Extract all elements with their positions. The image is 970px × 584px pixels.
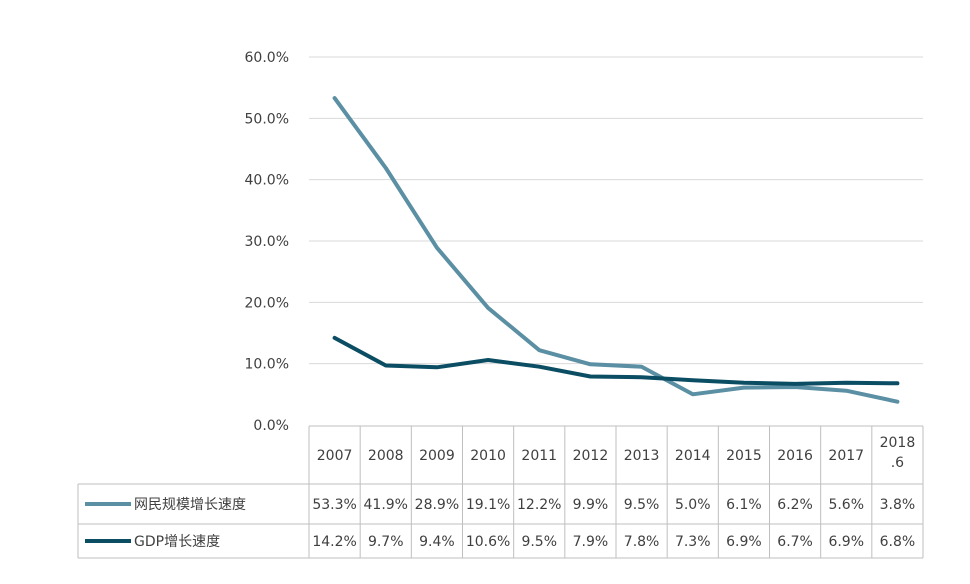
y-tick-label: 60.0% <box>245 50 289 66</box>
data-value-label: 6.9% <box>726 534 762 550</box>
data-value-label: 6.9% <box>828 534 864 550</box>
data-value-label: 3.8% <box>880 497 916 513</box>
data-value-label: 9.5% <box>521 534 557 550</box>
x-tick-label: 2008 <box>368 448 404 464</box>
data-value-label: 5.0% <box>675 497 711 513</box>
data-value-label: 41.9% <box>364 497 408 513</box>
x-tick-label: 2011 <box>521 448 557 464</box>
y-tick-label: 50.0% <box>245 111 289 127</box>
data-value-label: 7.9% <box>573 534 609 550</box>
x-tick-label: 2009 <box>419 448 455 464</box>
data-value-label: 19.1% <box>466 497 510 513</box>
x-tick-label: .6 <box>891 455 904 471</box>
x-tick-label: 2017 <box>828 448 864 464</box>
y-tick-label: 0.0% <box>253 418 289 434</box>
data-value-label: 9.9% <box>573 497 609 513</box>
legend-label: 网民规模增长速度 <box>134 497 246 513</box>
data-value-label: 28.9% <box>415 497 459 513</box>
data-value-label: 6.1% <box>726 497 762 513</box>
y-tick-label: 10.0% <box>245 357 289 373</box>
y-tick-label: 40.0% <box>245 173 289 189</box>
data-value-label: 6.7% <box>777 534 813 550</box>
x-tick-label: 2015 <box>726 448 762 464</box>
data-value-label: 6.2% <box>777 497 813 513</box>
x-tick-label: 2010 <box>470 448 506 464</box>
x-tick-label: 2007 <box>317 448 353 464</box>
data-value-label: 7.3% <box>675 534 711 550</box>
legend-label: GDP增长速度 <box>134 534 220 550</box>
x-tick-label: 2014 <box>675 448 711 464</box>
data-value-label: 7.8% <box>624 534 660 550</box>
data-value-label: 6.8% <box>880 534 916 550</box>
x-tick-label: 2016 <box>777 448 813 464</box>
data-value-label: 9.7% <box>368 534 404 550</box>
data-value-label: 9.5% <box>624 497 660 513</box>
series-line <box>332 335 900 386</box>
data-value-label: 53.3% <box>312 497 356 513</box>
series-line <box>332 96 900 404</box>
data-value-label: 10.6% <box>466 534 510 550</box>
series-lines <box>332 96 900 404</box>
gridlines <box>309 56 923 365</box>
y-tick-label: 20.0% <box>245 295 289 311</box>
y-tick-label: 30.0% <box>245 234 289 250</box>
data-table: 2007 2008 2009 2010 2011 2012 2013 2014 2015 2016… <box>77 425 924 559</box>
data-value-label: 5.6% <box>828 497 864 513</box>
x-tick-label: 2013 <box>624 448 660 464</box>
data-value-label: 14.2% <box>312 534 356 550</box>
y-axis: 0.0% 10.0% 20.0% 30.0% 40.0% 50.0% 60.0% <box>245 50 289 434</box>
data-value-label: 9.4% <box>419 534 455 550</box>
x-tick-label: 2012 <box>573 448 609 464</box>
x-tick-label: 2018 <box>880 435 916 451</box>
data-value-label: 12.2% <box>517 497 561 513</box>
